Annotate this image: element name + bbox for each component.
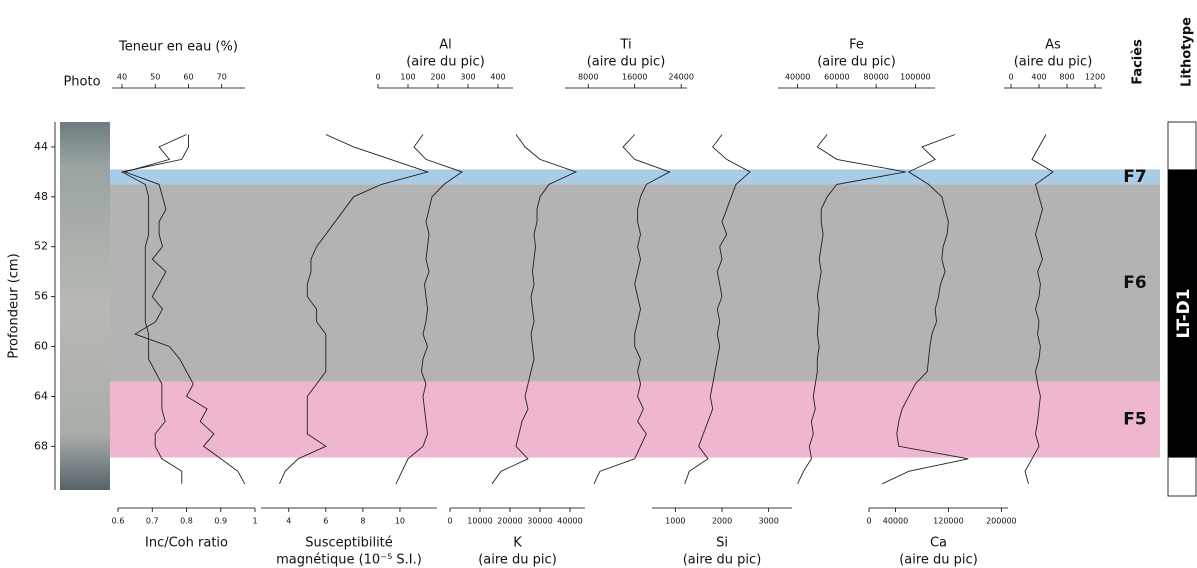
axis-title: (aire du pic) (899, 553, 978, 568)
facies-header: Faciès (1131, 39, 1146, 85)
log-curve (395, 134, 463, 484)
facies-label: F7 (1123, 167, 1146, 187)
x-tick-label: 3000 (758, 517, 778, 526)
log-curve (684, 134, 751, 484)
axis-title: (aire du pic) (683, 553, 762, 568)
axis-title: Si (716, 536, 728, 551)
x-tick-label: 80000 (863, 73, 888, 82)
axis-title: (aire du pic) (817, 55, 896, 70)
facies-label: F6 (1123, 273, 1146, 293)
axis-title: Fe (849, 38, 864, 53)
x-tick-label: 0.8 (180, 517, 193, 526)
y-axis-label: Profondeur (cm) (7, 253, 22, 358)
axis-title: (aire du pic) (587, 55, 666, 70)
x-tick-label: 50 (150, 73, 160, 82)
axis-title: Ca (930, 536, 947, 551)
y-tick-label: 48 (34, 190, 48, 203)
x-tick-label: 0.9 (214, 517, 227, 526)
x-tick-label: 0 (1008, 73, 1013, 82)
x-tick-label: 10 (395, 517, 405, 526)
x-tick-label: 0.6 (112, 517, 125, 526)
x-tick-label: 24000 (668, 73, 693, 82)
x-tick-label: 40000 (785, 73, 810, 82)
x-tick-label: 0 (866, 517, 871, 526)
log-curve (491, 134, 578, 485)
x-tick-label: 0 (375, 73, 380, 82)
x-tick-label: 2000 (712, 517, 732, 526)
y-tick-label: 52 (34, 240, 48, 253)
x-tick-label: 40 (117, 73, 127, 82)
photo-label: Photo (63, 75, 100, 90)
x-tick-label: 30000 (527, 517, 552, 526)
x-tick-label: 400 (490, 73, 505, 82)
x-tick-label: 6 (323, 517, 328, 526)
x-tick-label: 400 (1031, 73, 1046, 82)
axis-title: Teneur en eau (%) (118, 40, 238, 55)
axis-title: (aire du pic) (406, 55, 485, 70)
x-tick-label: 300 (460, 73, 475, 82)
log-curve (797, 134, 906, 484)
lithotype-header: Lithotype (1180, 17, 1195, 87)
axis-title: Ti (619, 38, 631, 53)
y-tick-label: 64 (34, 389, 48, 402)
axis-title: (aire du pic) (1014, 55, 1093, 70)
y-tick-label: 60 (34, 340, 48, 353)
x-tick-label: 4 (286, 517, 291, 526)
x-tick-label: 200000 (986, 517, 1017, 526)
x-tick-label: 60 (183, 73, 193, 82)
x-tick-label: 8000 (578, 73, 598, 82)
x-tick-label: 70 (217, 73, 227, 82)
facies-label: F5 (1123, 410, 1146, 430)
x-tick-label: 1000 (665, 517, 685, 526)
facies-band (110, 169, 1160, 185)
log-curve (120, 134, 189, 484)
x-tick-label: 800 (1059, 73, 1074, 82)
x-tick-label: 0.7 (146, 517, 159, 526)
y-tick-label: 56 (34, 290, 48, 303)
facies-band (110, 381, 1160, 458)
core-photo (60, 122, 110, 490)
log-curve (882, 134, 969, 485)
y-tick-label: 68 (34, 439, 48, 452)
x-tick-label: 60000 (824, 73, 849, 82)
axis-title: Inc/Coh ratio (145, 536, 228, 551)
x-tick-label: 10000 (467, 517, 492, 526)
axis-title: (aire du pic) (478, 553, 557, 568)
x-tick-label: 200 (430, 73, 445, 82)
lithotype-bar (1168, 169, 1197, 458)
x-tick-label: 40000 (883, 517, 908, 526)
y-tick-label: 44 (34, 140, 48, 153)
axis-title: As (1045, 38, 1061, 53)
x-tick-label: 40000 (557, 517, 582, 526)
axis-title: Susceptibilité (305, 536, 393, 551)
x-tick-label: 1200 (1085, 73, 1105, 82)
log-curve (593, 134, 671, 484)
x-tick-label: 20000 (497, 517, 522, 526)
x-tick-label: 100000 (900, 73, 931, 82)
x-tick-label: 16000 (622, 73, 647, 82)
x-tick-label: 1 (252, 517, 257, 526)
axis-title: K (513, 536, 522, 551)
lithotype-label: LT-D1 (1174, 288, 1194, 338)
log-curve (279, 134, 430, 484)
x-tick-label: 0 (447, 517, 452, 526)
x-tick-label: 100 (400, 73, 415, 82)
axis-title: Al (439, 38, 452, 53)
axis-title: magnétique (10⁻⁵ S.I.) (276, 553, 422, 568)
x-tick-label: 120000 (933, 517, 964, 526)
log-curve (1024, 134, 1054, 484)
x-tick-label: 8 (360, 517, 365, 526)
log-curve (123, 134, 246, 485)
